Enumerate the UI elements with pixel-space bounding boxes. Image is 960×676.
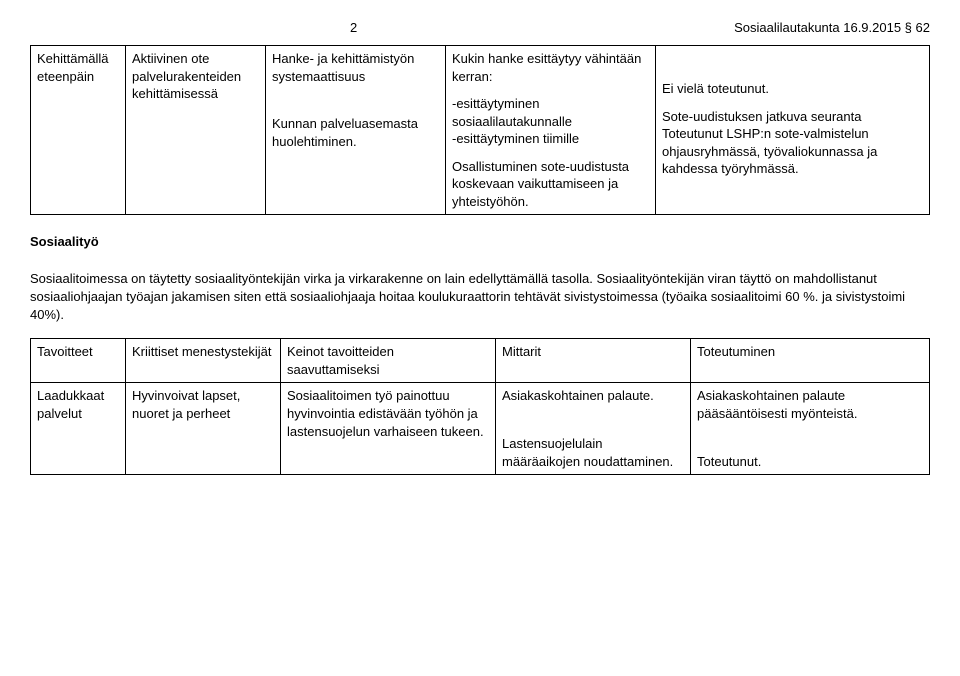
cell: Asiakaskohtainen palaute. Lastensuojelul… bbox=[496, 383, 691, 475]
section-paragraph: Sosiaalitoimessa on täytetty sosiaalityö… bbox=[30, 270, 930, 325]
col-header: Mittarit bbox=[496, 339, 691, 383]
cell: Aktiivinen ote palvelurakenteiden kehitt… bbox=[126, 46, 266, 215]
doc-reference: Sosiaalilautakunta 16.9.2015 § 62 bbox=[734, 20, 930, 35]
cell: Laadukkaat palvelut bbox=[31, 383, 126, 475]
cell-text: Kehittämällä eteenpäin bbox=[37, 51, 109, 84]
cell-text: Osallistuminen sote-uudistusta koskevaan… bbox=[452, 158, 649, 211]
page-number: 2 bbox=[350, 20, 357, 35]
col-header: Tavoitteet bbox=[31, 339, 126, 383]
col-header: Toteutuminen bbox=[691, 339, 930, 383]
table-goals: Tavoitteet Kriittiset menestystekijät Ke… bbox=[30, 338, 930, 475]
cell-text: Toteutunut. bbox=[697, 453, 923, 471]
cell-text: Kukin hanke esittäytyy vähintään kerran: bbox=[452, 50, 649, 85]
table-row: Tavoitteet Kriittiset menestystekijät Ke… bbox=[31, 339, 930, 383]
cell: Kukin hanke esittäytyy vähintään kerran:… bbox=[446, 46, 656, 215]
cell: Hyvinvoivat lapset, nuoret ja perheet bbox=[126, 383, 281, 475]
page-header: 2 Sosiaalilautakunta 16.9.2015 § 62 bbox=[30, 20, 930, 35]
cell-text: Kunnan palveluasemasta huolehtiminen. bbox=[272, 115, 439, 150]
section-heading: Sosiaalityö bbox=[30, 233, 930, 251]
col-header: Kriittiset menestystekijät bbox=[126, 339, 281, 383]
table-row: Kehittämällä eteenpäin Aktiivinen ote pa… bbox=[31, 46, 930, 215]
cell-text: Asiakaskohtainen palaute. bbox=[502, 387, 684, 405]
table-development: Kehittämällä eteenpäin Aktiivinen ote pa… bbox=[30, 45, 930, 215]
cell: Kehittämällä eteenpäin bbox=[31, 46, 126, 215]
cell-text: Sote-uudistuksen jatkuva seuranta bbox=[662, 108, 923, 126]
cell-text: -esittäytyminen tiimille bbox=[452, 130, 649, 148]
cell: Asiakaskohtainen palaute pääsääntöisesti… bbox=[691, 383, 930, 475]
cell-text: Ei vielä toteutunut. bbox=[662, 80, 923, 98]
table-row: Laadukkaat palvelut Hyvinvoivat lapset, … bbox=[31, 383, 930, 475]
cell-text: Lastensuojelulain määräaikojen noudattam… bbox=[502, 435, 684, 470]
cell-text: Aktiivinen ote palvelurakenteiden kehitt… bbox=[132, 51, 241, 101]
cell: Ei vielä toteutunut. Sote-uudistuksen ja… bbox=[656, 46, 930, 215]
cell-text: -esittäytyminen sosiaalilautakunnalle bbox=[452, 95, 649, 130]
cell: Sosiaalitoimen työ painottuu hyvinvointi… bbox=[281, 383, 496, 475]
col-header: Keinot tavoitteiden saavuttamiseksi bbox=[281, 339, 496, 383]
section-block: Sosiaalityö Sosiaalitoimessa on täytetty… bbox=[30, 233, 930, 324]
cell: Hanke- ja kehittämistyön systemaattisuus… bbox=[266, 46, 446, 215]
cell-text: Toteutunut LSHP:n sote-valmistelun ohjau… bbox=[662, 125, 923, 178]
cell-text: Asiakaskohtainen palaute pääsääntöisesti… bbox=[697, 387, 923, 422]
cell-text: Hanke- ja kehittämistyön systemaattisuus bbox=[272, 50, 439, 85]
